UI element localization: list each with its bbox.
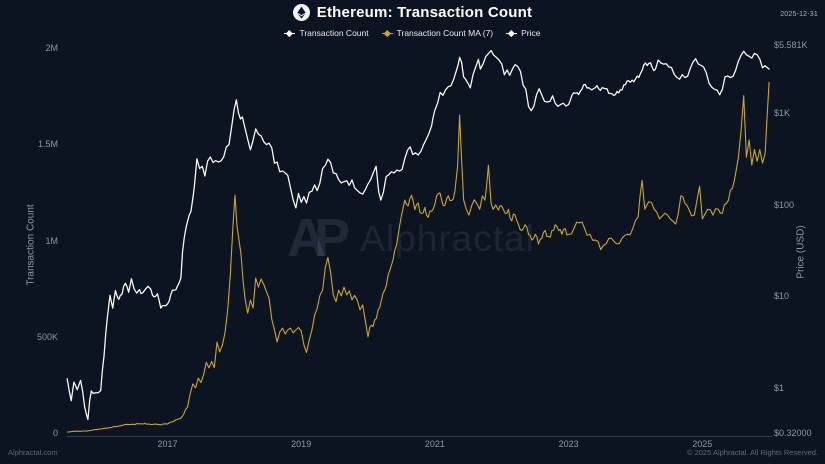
series-line-transaction-count <box>66 81 770 433</box>
legend-label: Price <box>521 28 541 38</box>
legend-marker-icon <box>284 29 296 37</box>
y-left-tick-label: 1.5M <box>37 139 58 150</box>
legend-marker-icon <box>381 29 393 37</box>
y-left-tick-label: 0 <box>52 428 58 438</box>
legend-item-transaction-count[interactable]: Transaction Count <box>284 28 369 38</box>
series-line-price <box>66 49 770 421</box>
y-left-tick-label: 500K <box>36 331 58 342</box>
ethereum-icon <box>292 4 310 21</box>
chart-date: 2025-12-31 <box>780 11 818 18</box>
legend-label: Transaction Count MA (7) <box>396 28 494 38</box>
chart-header: Ethereum: Transaction Count <box>0 4 825 21</box>
x-tick-label: 2025 <box>692 439 713 449</box>
y-axis-title-right: Price (USD) <box>795 225 807 279</box>
x-tick-label: 2017 <box>157 439 178 449</box>
y-right-tick-label: $100 <box>774 199 795 210</box>
x-tick-label: 2021 <box>424 439 445 449</box>
y-right-tick-label: $0.32000 <box>774 428 812 438</box>
chart-title: Ethereum: Transaction Count <box>316 4 533 21</box>
copyright-text: © 2025 Alphractal. All Rights Reserved. <box>686 448 818 457</box>
y-right-tick-label: $10 <box>774 291 790 302</box>
y-right-tick-label: $5.581K <box>774 39 808 50</box>
site-footer-link: Alphractal.com <box>8 448 58 457</box>
x-tick-label: 2019 <box>291 439 312 449</box>
y-right-tick-label: $1K <box>774 108 791 118</box>
y-left-tick-label: 2M <box>45 43 58 53</box>
legend-item-price[interactable]: Price <box>506 28 541 38</box>
x-tick-label: 2023 <box>558 439 579 449</box>
y-right-tick-label: $1 <box>774 382 785 393</box>
legend: Transaction Count Transaction Count MA (… <box>0 28 825 38</box>
y-left-tick-label: 1M <box>45 235 58 246</box>
legend-label: Transaction Count <box>299 28 369 38</box>
legend-item-transaction-count-ma7[interactable]: Transaction Count MA (7) <box>381 28 494 38</box>
legend-marker-icon <box>506 29 518 37</box>
